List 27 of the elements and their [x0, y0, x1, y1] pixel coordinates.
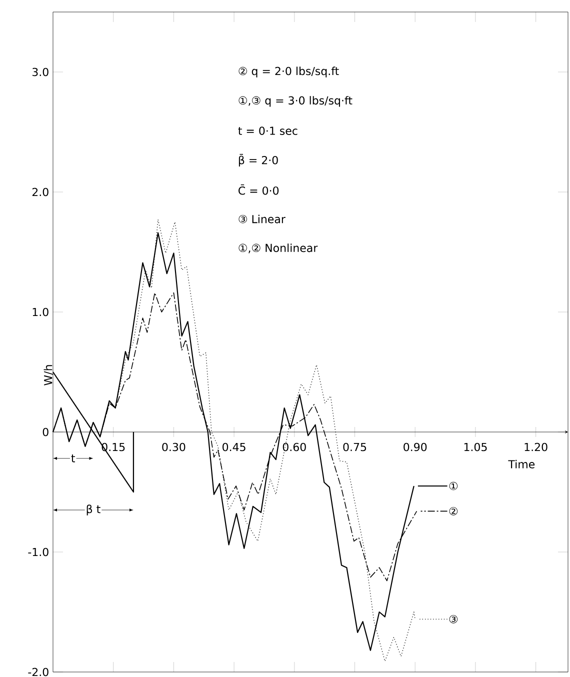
annotation: t = 0·1 sec: [238, 126, 298, 135]
x-tick-label: 1.20: [524, 442, 548, 452]
legend-label: ②: [449, 507, 458, 516]
annotation: ①,③ q = 3·0 lbs/sq·ft: [238, 96, 352, 107]
x-tick-label: 0.90: [404, 442, 427, 452]
x-tick-label: 0.30: [162, 442, 186, 452]
x-axis-title: Time: [508, 460, 535, 468]
annotation: β t: [86, 504, 100, 516]
annotation: ② q = 2·0 lbs/sq.ft: [238, 66, 339, 78]
x-tick-label: 0.75: [343, 442, 366, 452]
x-tick-label: 1.05: [464, 442, 487, 452]
annotation: C̄ = 0·0: [238, 184, 279, 195]
annotation: t: [71, 454, 76, 462]
y-axis-title: W/h: [44, 365, 54, 386]
y-tick-label: 3.0: [32, 68, 48, 76]
annotation: β̄ = 2·0: [238, 154, 278, 166]
annotation: ③ Linear: [238, 214, 286, 224]
legend-label: ③: [449, 615, 458, 624]
y-tick-label: 2.0: [32, 188, 48, 196]
y-tick-label: -2.0: [28, 668, 48, 676]
y-tick-label: 0: [42, 428, 48, 436]
legend-label: ①: [449, 482, 458, 490]
annotation: ①,② Nonlinear: [238, 244, 318, 254]
x-tick-label: 0.45: [222, 442, 246, 452]
y-tick-label: -1.0: [28, 548, 48, 556]
x-tick-label: 0.60: [282, 442, 306, 452]
y-tick-label: 1.0: [32, 308, 48, 316]
